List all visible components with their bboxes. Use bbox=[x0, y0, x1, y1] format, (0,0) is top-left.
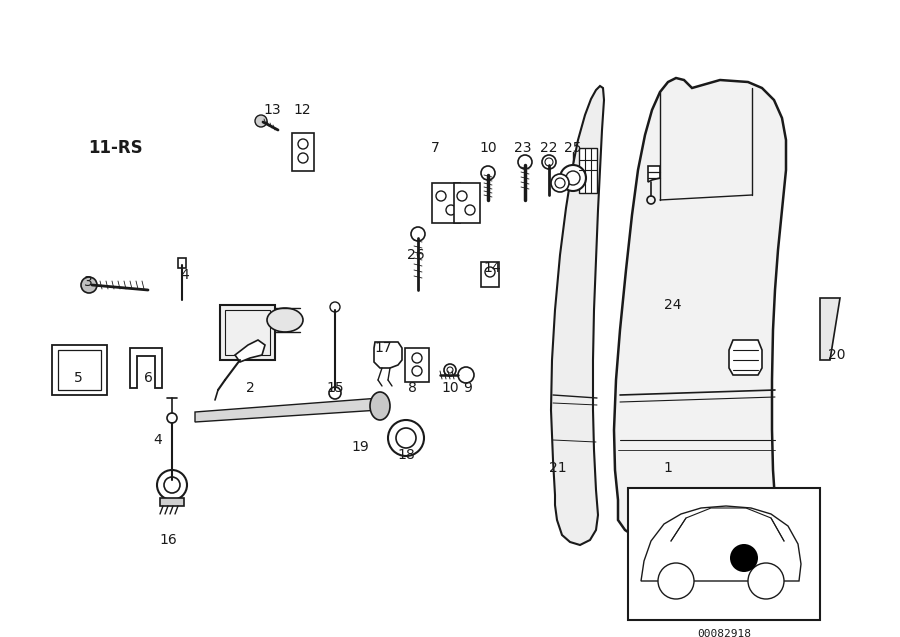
Text: 11-RS: 11-RS bbox=[87, 139, 142, 157]
Bar bbox=[178, 258, 186, 268]
Circle shape bbox=[458, 367, 474, 383]
Text: 9: 9 bbox=[464, 381, 472, 395]
Text: 13: 13 bbox=[263, 103, 281, 117]
Text: 00082918: 00082918 bbox=[697, 629, 751, 637]
Polygon shape bbox=[195, 398, 380, 422]
Circle shape bbox=[518, 155, 532, 169]
Circle shape bbox=[411, 227, 425, 241]
Circle shape bbox=[164, 477, 180, 493]
Circle shape bbox=[396, 428, 416, 448]
Text: 26: 26 bbox=[407, 248, 425, 262]
Polygon shape bbox=[614, 78, 786, 552]
Circle shape bbox=[157, 470, 187, 500]
Polygon shape bbox=[374, 342, 402, 368]
Polygon shape bbox=[641, 506, 801, 581]
Polygon shape bbox=[648, 166, 660, 182]
Circle shape bbox=[551, 174, 569, 192]
Text: 16: 16 bbox=[159, 533, 177, 547]
Bar bbox=[58, 350, 101, 390]
Text: 8: 8 bbox=[408, 381, 417, 395]
Bar bbox=[432, 183, 460, 223]
Text: 17: 17 bbox=[374, 341, 392, 355]
Polygon shape bbox=[130, 348, 162, 388]
Circle shape bbox=[81, 277, 97, 293]
Text: 6: 6 bbox=[144, 371, 152, 385]
Bar bbox=[292, 133, 314, 171]
Circle shape bbox=[658, 563, 694, 599]
Circle shape bbox=[481, 166, 495, 180]
Circle shape bbox=[167, 413, 177, 423]
Bar bbox=[225, 310, 270, 355]
Bar bbox=[405, 348, 429, 382]
Bar bbox=[454, 183, 480, 223]
Text: 21: 21 bbox=[549, 461, 567, 475]
Polygon shape bbox=[235, 340, 265, 362]
Circle shape bbox=[748, 563, 784, 599]
Circle shape bbox=[730, 544, 758, 572]
Circle shape bbox=[560, 165, 586, 191]
Text: 20: 20 bbox=[828, 348, 846, 362]
Circle shape bbox=[330, 302, 340, 312]
Bar bbox=[579, 148, 597, 193]
Text: 14: 14 bbox=[483, 261, 500, 275]
Text: 12: 12 bbox=[293, 103, 310, 117]
Bar bbox=[220, 305, 275, 360]
Ellipse shape bbox=[370, 392, 390, 420]
Text: 18: 18 bbox=[397, 448, 415, 462]
Polygon shape bbox=[729, 340, 762, 375]
Text: 3: 3 bbox=[84, 275, 93, 289]
Text: 1: 1 bbox=[663, 461, 672, 475]
Text: 2: 2 bbox=[246, 381, 255, 395]
Bar bbox=[628, 488, 820, 620]
Text: 4: 4 bbox=[154, 433, 162, 447]
Bar bbox=[481, 262, 499, 287]
Text: 5: 5 bbox=[74, 371, 83, 385]
Bar bbox=[52, 345, 107, 395]
Text: 23: 23 bbox=[514, 141, 532, 155]
Polygon shape bbox=[820, 298, 840, 360]
Circle shape bbox=[329, 387, 341, 399]
Text: 15: 15 bbox=[326, 381, 344, 395]
Bar bbox=[160, 498, 184, 506]
Ellipse shape bbox=[267, 308, 303, 332]
Text: 4: 4 bbox=[181, 268, 189, 282]
Text: 25: 25 bbox=[564, 141, 581, 155]
Circle shape bbox=[444, 364, 456, 376]
Polygon shape bbox=[551, 86, 604, 545]
Circle shape bbox=[542, 155, 556, 169]
Text: 19: 19 bbox=[351, 440, 369, 454]
Circle shape bbox=[388, 420, 424, 456]
Text: 10: 10 bbox=[441, 381, 459, 395]
Text: 7: 7 bbox=[430, 141, 439, 155]
Circle shape bbox=[255, 115, 267, 127]
Text: 24: 24 bbox=[664, 298, 682, 312]
Text: 22: 22 bbox=[540, 141, 558, 155]
Text: 10: 10 bbox=[479, 141, 497, 155]
